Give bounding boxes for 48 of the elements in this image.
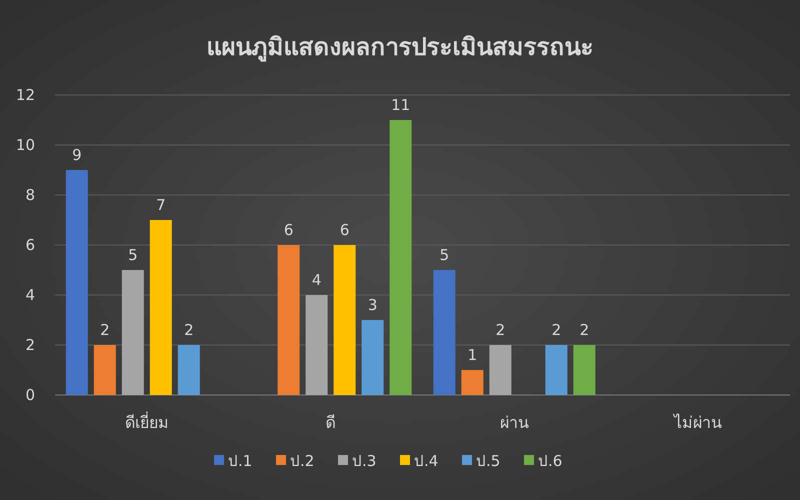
- legend-label: ป.4: [414, 452, 438, 470]
- y-tick-label: 2: [25, 336, 35, 354]
- y-tick-label: 6: [25, 236, 35, 254]
- legend-label: ป.6: [538, 452, 562, 470]
- x-tick-label: ผ่าน: [500, 413, 529, 432]
- data-label: 4: [312, 271, 322, 289]
- data-label: 6: [340, 221, 350, 239]
- data-label: 5: [440, 246, 450, 264]
- bar: [178, 345, 200, 395]
- data-label: 6: [284, 221, 294, 239]
- data-label: 3: [368, 296, 378, 314]
- data-label: 9: [72, 146, 82, 164]
- y-tick-label: 12: [16, 86, 35, 104]
- bar: [150, 220, 172, 395]
- data-label: 2: [552, 321, 562, 339]
- x-tick-label: ดีเยี่ยม: [124, 411, 169, 432]
- bar: [573, 345, 596, 395]
- data-label: 2: [100, 321, 110, 339]
- data-label: 7: [156, 196, 166, 214]
- data-label: 5: [128, 246, 138, 264]
- legend-label: ป.2: [290, 452, 314, 470]
- bar: [66, 170, 88, 395]
- bar: [545, 345, 568, 395]
- data-label: 11: [391, 96, 410, 114]
- legend-label: ป.5: [476, 452, 500, 470]
- legend-label: ป.1: [228, 452, 252, 470]
- bar: [489, 345, 512, 395]
- data-label: 2: [496, 321, 506, 339]
- data-label: 1: [468, 346, 478, 364]
- bar: [122, 270, 144, 395]
- data-label: 2: [580, 321, 590, 339]
- bar: [390, 120, 412, 395]
- x-tick-label: ไม่ผ่าน: [672, 413, 722, 432]
- legend-label: ป.3: [352, 452, 376, 470]
- y-tick-label: 4: [25, 286, 35, 304]
- bar: [433, 270, 456, 395]
- bar: [306, 295, 328, 395]
- bar: [461, 370, 484, 395]
- chart-title: แผนภูมิแสดงผลการประเมินสมรรถนะ: [206, 33, 594, 62]
- bar: [362, 320, 384, 395]
- bar: [334, 245, 356, 395]
- y-tick-label: 0: [25, 386, 35, 404]
- bar: [278, 245, 300, 395]
- x-tick-label: ดี: [326, 413, 336, 432]
- y-tick-label: 10: [16, 136, 35, 154]
- bar: [94, 345, 116, 395]
- y-tick-label: 8: [25, 186, 35, 204]
- data-label: 2: [184, 321, 194, 339]
